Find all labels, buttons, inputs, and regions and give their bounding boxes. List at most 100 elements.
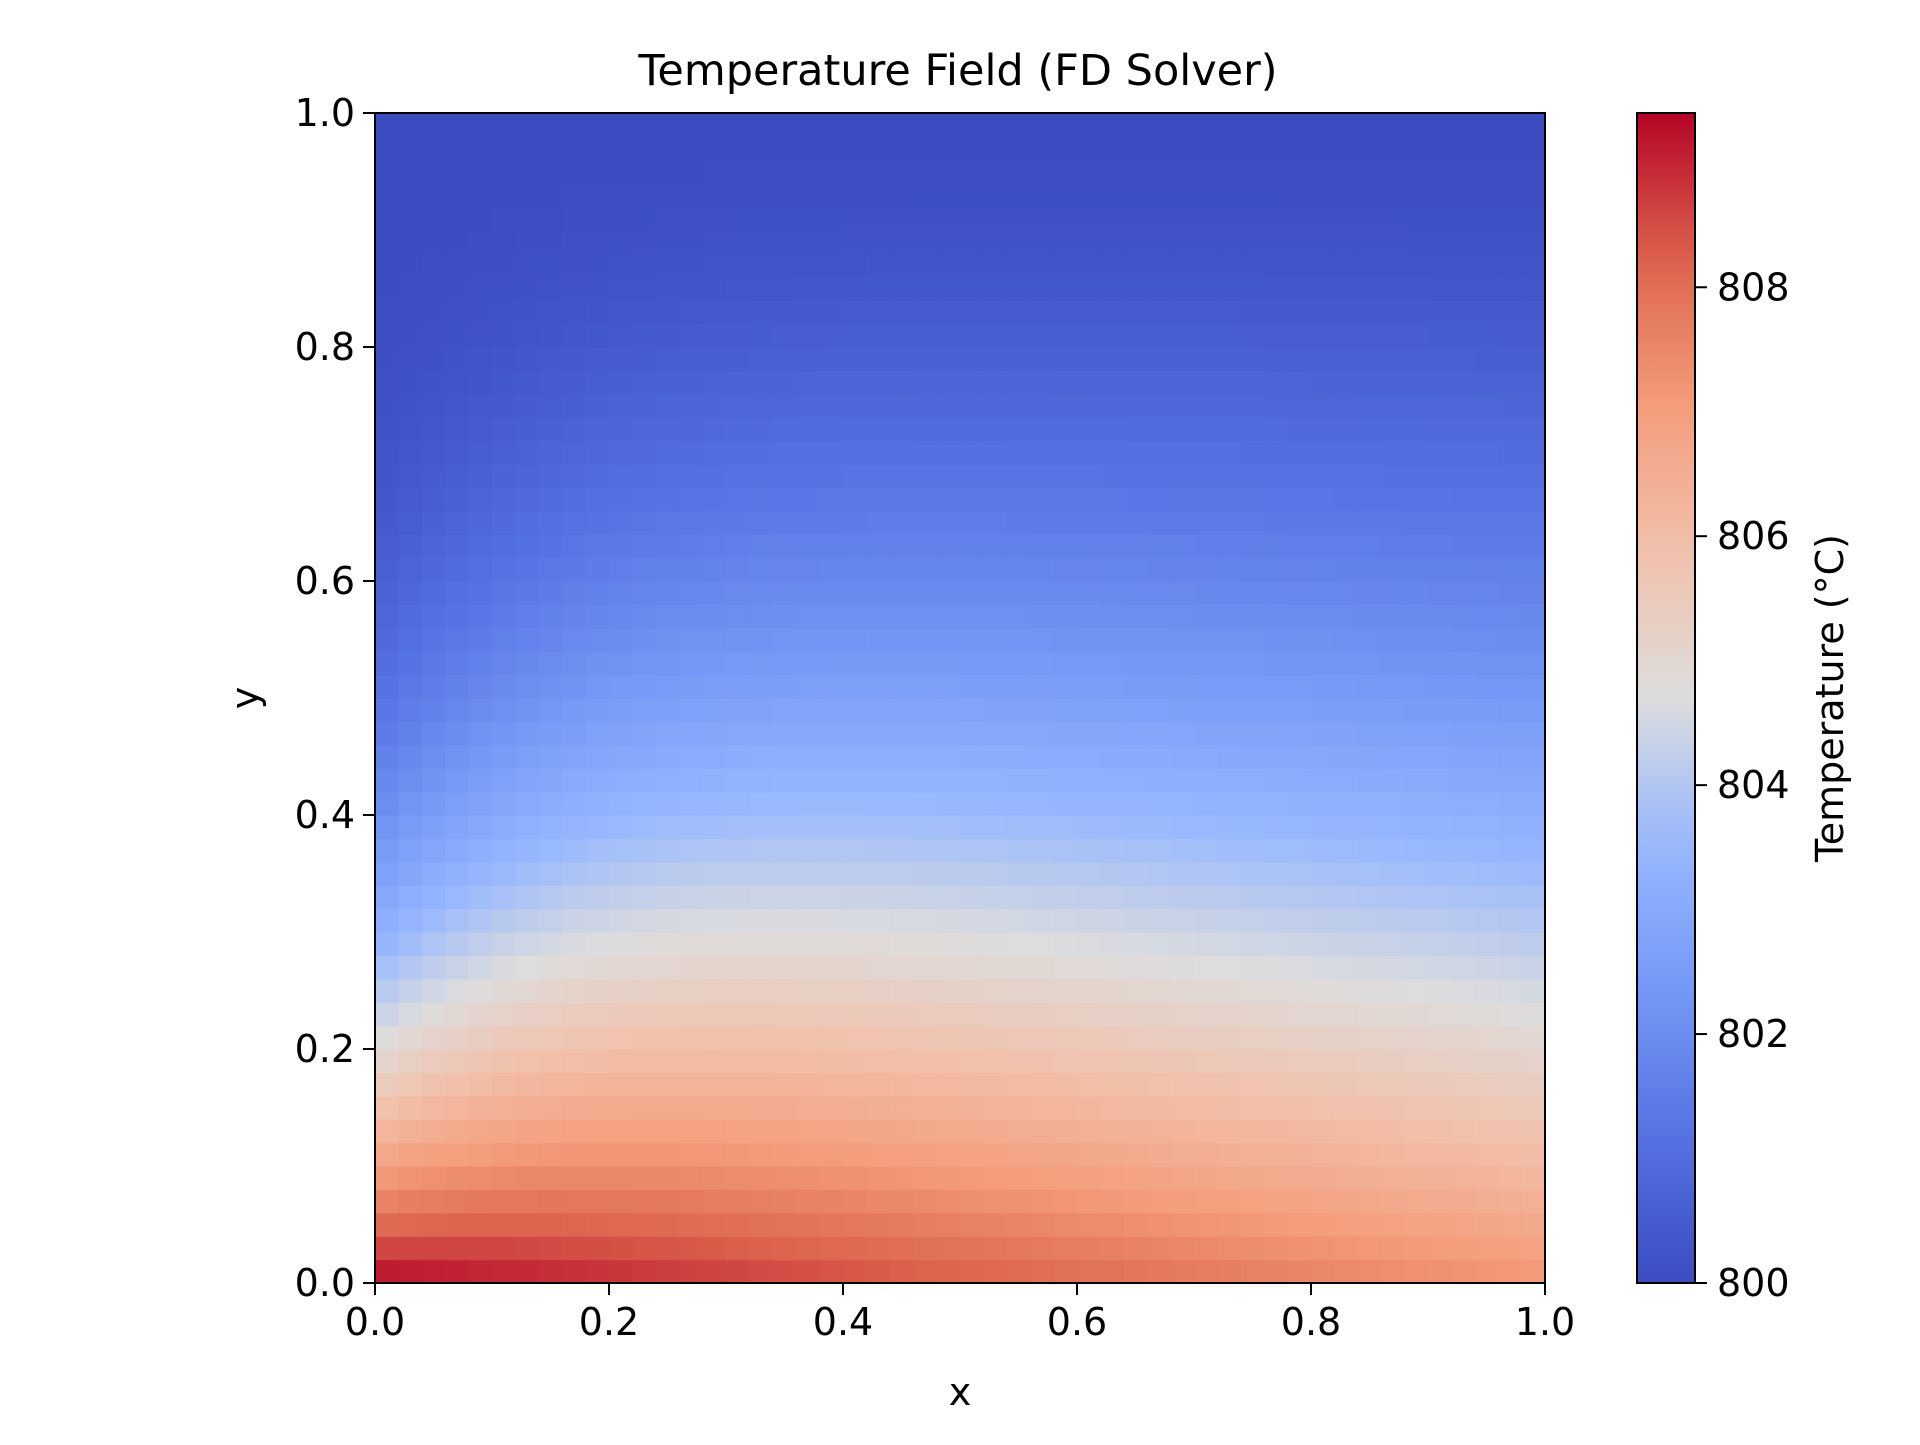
heatmap-cell [679, 230, 704, 254]
heatmap-cell [1334, 721, 1359, 746]
heatmap-cell [1006, 627, 1031, 652]
heatmap-cell [819, 1095, 844, 1120]
heatmap-cell [1147, 1212, 1172, 1237]
heatmap-cell [702, 698, 727, 722]
heatmap-cell [1404, 1119, 1429, 1144]
heatmap-cell [1100, 674, 1125, 699]
heatmap-cell [492, 674, 516, 699]
heatmap-cell [749, 1259, 774, 1284]
heatmap-cell [1170, 323, 1195, 348]
heatmap-cell [492, 510, 516, 535]
heatmap-cell [1217, 1259, 1242, 1284]
heatmap-cell [1077, 932, 1101, 956]
heatmap-cell [375, 932, 399, 956]
heatmap-cell [819, 604, 844, 629]
heatmap-cell [1217, 136, 1242, 161]
heatmap-cell [1264, 791, 1289, 816]
heatmap-cell [1357, 908, 1382, 933]
heatmap-cell [1030, 1072, 1055, 1097]
heatmap-cell [1381, 1166, 1406, 1190]
heatmap-cell [866, 323, 891, 348]
heatmap-cell [1006, 487, 1031, 512]
heatmap-cell [1451, 347, 1476, 371]
heatmap-cell [1404, 651, 1429, 676]
heatmap-cell [1404, 1212, 1429, 1237]
heatmap-cell [983, 440, 1008, 465]
heatmap-cell [655, 1142, 680, 1167]
heatmap-cell [1123, 1212, 1148, 1237]
heatmap-cell [1123, 838, 1148, 863]
heatmap-cell [1311, 370, 1335, 395]
heatmap-cell [585, 978, 610, 1003]
heatmap-cell [1194, 1236, 1218, 1261]
heatmap-cell [421, 674, 446, 699]
heatmap-cell [1521, 838, 1546, 863]
heatmap-cell [936, 744, 961, 769]
heatmap-cell [1451, 1072, 1476, 1097]
heatmap-cell [889, 651, 914, 676]
heatmap-cell [398, 908, 423, 933]
heatmap-cell [726, 1236, 750, 1261]
heatmap-cell [1381, 1119, 1406, 1144]
heatmap-cell [1077, 1166, 1101, 1190]
heatmap-cell [889, 300, 914, 325]
heatmap-cell [1404, 815, 1429, 839]
heatmap-cell [1170, 604, 1195, 629]
heatmap-cell [1357, 581, 1382, 605]
heatmap-cell [1404, 370, 1429, 395]
heatmap-cell [796, 1002, 821, 1027]
heatmap-cell [843, 932, 867, 956]
heatmap-cell [1498, 253, 1523, 278]
heatmap-cell [726, 1049, 750, 1073]
heatmap-cell [492, 978, 516, 1003]
heatmap-cell [866, 1142, 891, 1167]
heatmap-cell [1264, 627, 1289, 652]
heatmap-cell [632, 1049, 657, 1073]
heatmap-cell [398, 464, 423, 488]
heatmap-cell [726, 253, 750, 278]
heatmap-cell [1264, 744, 1289, 769]
heatmap-cell [1381, 534, 1406, 559]
heatmap-cell [515, 627, 540, 652]
heatmap-cell [538, 955, 563, 980]
heatmap-cell [445, 159, 470, 184]
heatmap-cell [772, 487, 797, 512]
heatmap-cell [749, 955, 774, 980]
heatmap-cell [492, 838, 516, 863]
heatmap-cell [375, 323, 399, 348]
heatmap-cell [1428, 744, 1452, 769]
heatmap-cell [796, 1119, 821, 1144]
heatmap-cell [796, 791, 821, 816]
heatmap-cell [655, 744, 680, 769]
heatmap-cell [1357, 1142, 1382, 1167]
heatmap-cell [866, 885, 891, 910]
heatmap-cell [1077, 206, 1101, 231]
heatmap-cell [1147, 1189, 1172, 1214]
heatmap-cell [375, 300, 399, 325]
heatmap-cell [1474, 440, 1499, 465]
heatmap-cell [1217, 370, 1242, 395]
heatmap-cell [1334, 183, 1359, 208]
heatmap-cell [1030, 908, 1055, 933]
heatmap-cell [702, 791, 727, 816]
heatmap-cell [1521, 978, 1546, 1003]
heatmap-cell [960, 393, 984, 418]
heatmap-cell [1428, 768, 1452, 793]
heatmap-cell [1311, 885, 1335, 910]
heatmap-cell [936, 791, 961, 816]
heatmap-cell [983, 1236, 1008, 1261]
heatmap-cell [749, 113, 774, 137]
heatmap-cell [1404, 674, 1429, 699]
heatmap-cell [609, 557, 633, 582]
heatmap-cell [398, 698, 423, 722]
heatmap-cell [1123, 487, 1148, 512]
heatmap-cell [609, 932, 633, 956]
heatmap-cell [796, 908, 821, 933]
heatmap-cell [1498, 1072, 1523, 1097]
heatmap-cell [1170, 838, 1195, 863]
heatmap-cell [1240, 978, 1265, 1003]
heatmap-cell [1498, 300, 1523, 325]
heatmap-cell [1006, 744, 1031, 769]
heatmap-cell [983, 159, 1008, 184]
heatmap-cell [1264, 1002, 1289, 1027]
